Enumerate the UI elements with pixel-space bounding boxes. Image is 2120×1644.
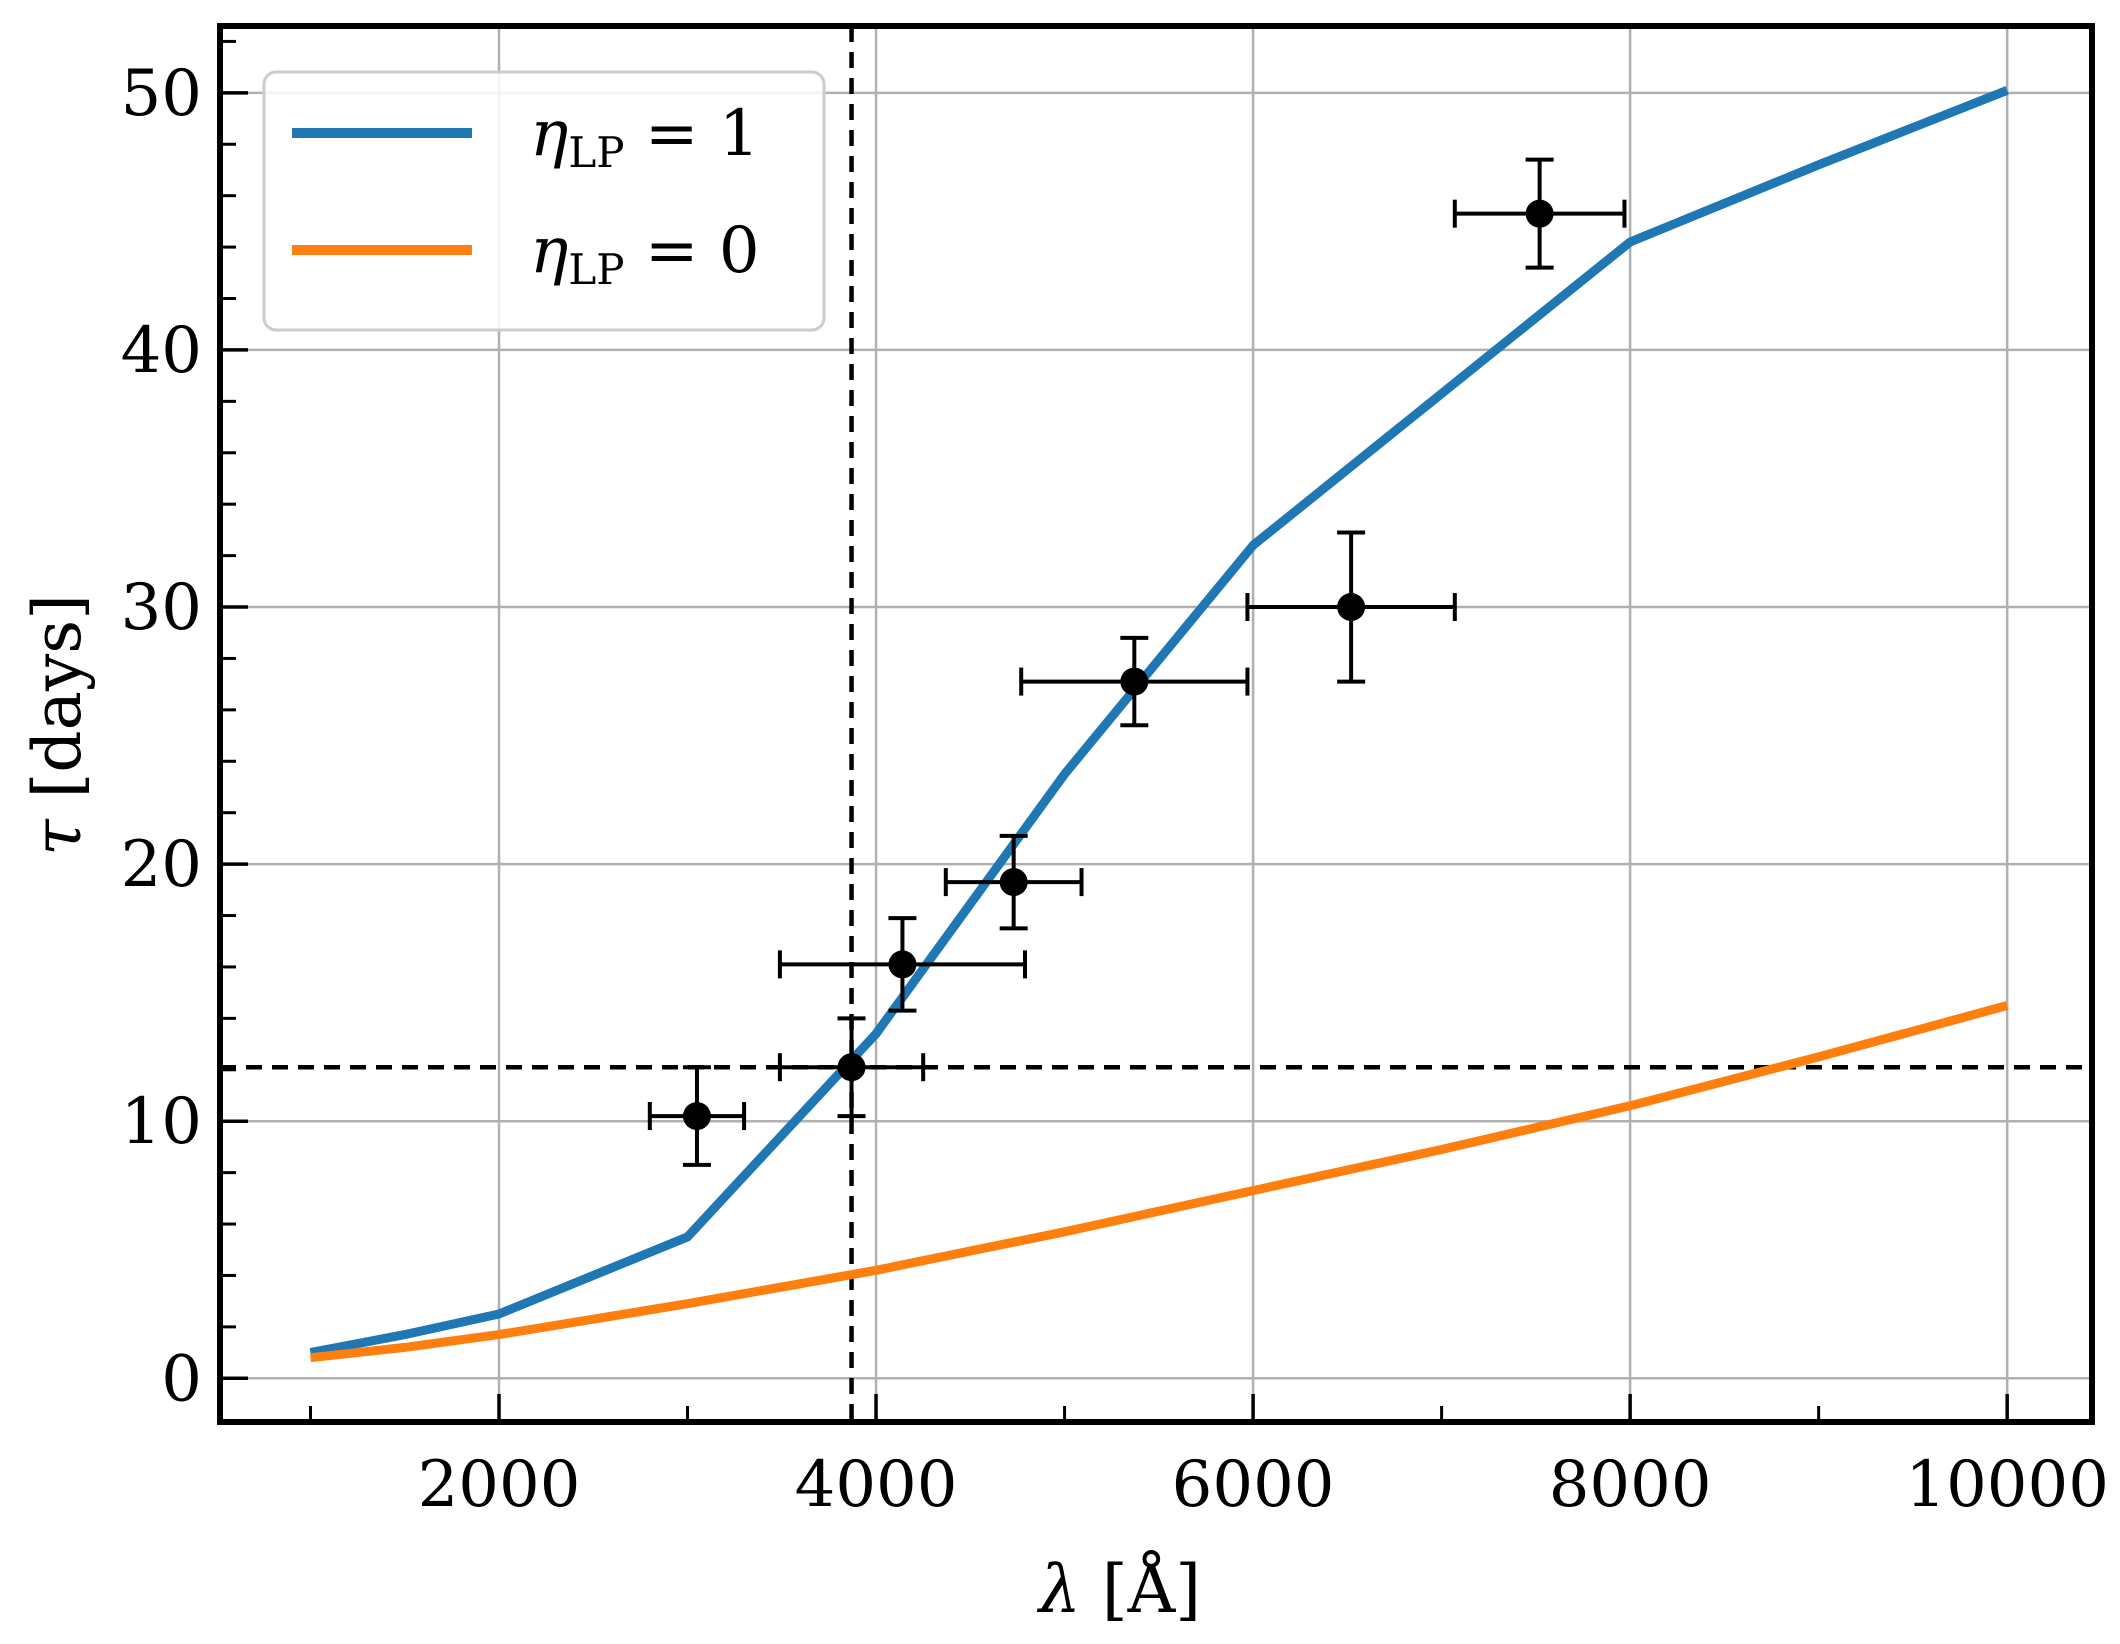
axes bbox=[217, 23, 2095, 1425]
grid-lines bbox=[220, 26, 2092, 1422]
data-marker bbox=[1337, 593, 1366, 622]
series-line-1 bbox=[309, 86, 2009, 1358]
data-point-1 bbox=[647, 1065, 747, 1167]
y-tick-label-0: 0 bbox=[161, 1342, 202, 1416]
data-marker bbox=[837, 1053, 866, 1082]
data-point-4 bbox=[943, 833, 1084, 931]
legend: ηLP = 1 ηLP = 0 bbox=[262, 70, 826, 332]
data-marker bbox=[999, 868, 1028, 897]
y-axis-label: τ [days] bbox=[19, 594, 96, 856]
y-tick-label-2: 20 bbox=[121, 828, 202, 902]
x-tick-label-4: 10000 bbox=[1905, 1448, 2109, 1522]
data-point-2 bbox=[777, 1016, 926, 1119]
legend-label-series-2: ηLP = 0 bbox=[530, 214, 760, 294]
x-tick-label-2: 6000 bbox=[1172, 1448, 1335, 1522]
data-point-7 bbox=[1452, 157, 1627, 270]
y-tick-label-3: 30 bbox=[121, 571, 202, 645]
data-marker bbox=[888, 950, 917, 979]
x-tick-label-0: 2000 bbox=[418, 1448, 581, 1522]
tick-labels: 2000 4000 6000 8000 10000 0 10 20 30 40 50 bbox=[121, 57, 2109, 1522]
series-lines bbox=[309, 86, 2009, 1363]
data-marker bbox=[1525, 199, 1554, 228]
y-tick-label-4: 40 bbox=[121, 314, 202, 388]
data-marker bbox=[1120, 667, 1149, 696]
x-tick-label-3: 8000 bbox=[1549, 1448, 1712, 1522]
data-point-3 bbox=[777, 916, 1027, 1013]
data-marker bbox=[682, 1102, 711, 1131]
data-point-6 bbox=[1245, 530, 1457, 684]
data-points bbox=[647, 157, 1627, 1167]
plot-frame bbox=[217, 23, 2095, 1425]
legend-label-series-1: ηLP = 1 bbox=[530, 97, 760, 177]
x-tick-label-1: 4000 bbox=[795, 1448, 958, 1522]
data-point-5 bbox=[1019, 635, 1250, 728]
y-tick-label-1: 10 bbox=[121, 1085, 202, 1159]
series-line-2 bbox=[310, 1001, 2009, 1363]
x-axis-label: λ [Å] bbox=[1036, 1551, 1201, 1628]
y-tick-label-5: 50 bbox=[121, 57, 202, 131]
